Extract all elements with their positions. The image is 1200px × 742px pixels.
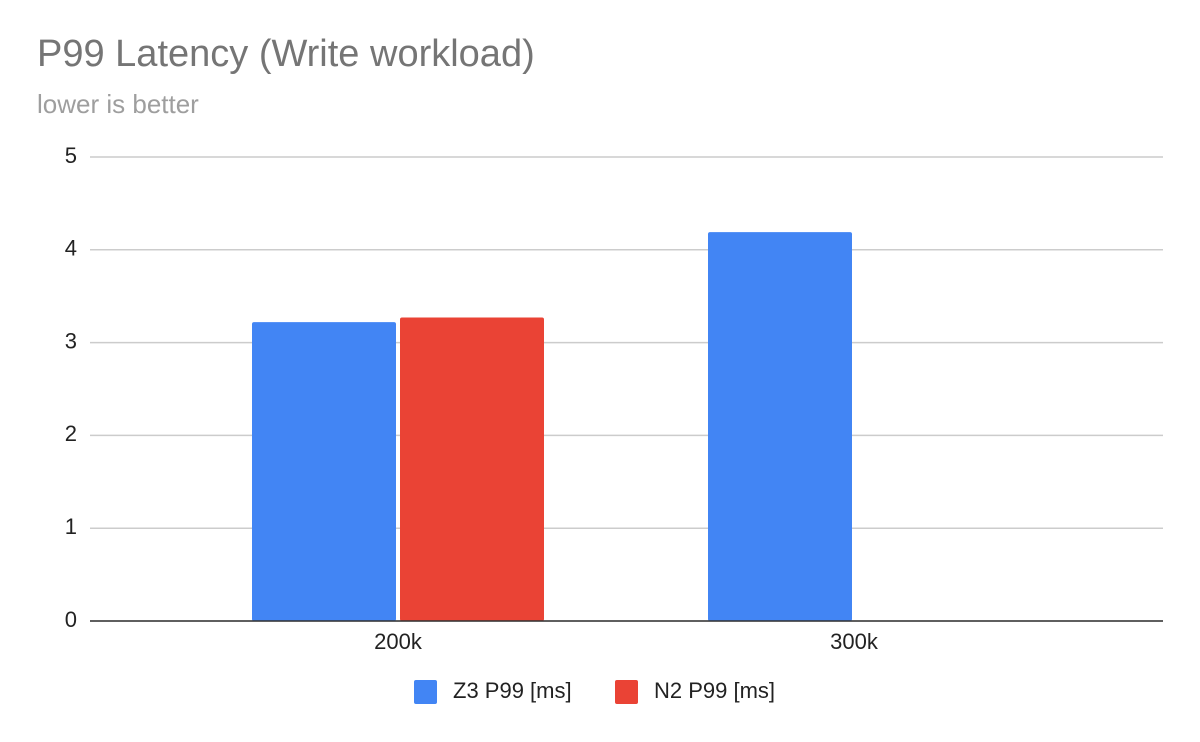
y-tick-label: 1 [65, 514, 77, 539]
legend-label: Z3 P99 [ms] [453, 678, 572, 703]
y-tick-label: 5 [65, 143, 77, 168]
legend-swatch [615, 680, 638, 704]
chart-subtitle: lower is better [37, 89, 199, 119]
y-tick-label: 3 [65, 328, 77, 353]
bar [400, 317, 544, 621]
bar [252, 322, 396, 621]
y-tick-label: 0 [65, 607, 77, 632]
y-tick-label: 2 [65, 421, 77, 446]
legend-label: N2 P99 [ms] [654, 678, 775, 703]
chart-title: P99 Latency (Write workload) [37, 33, 535, 75]
x-tick-label: 200k [374, 629, 423, 654]
y-tick-label: 4 [65, 236, 77, 261]
bar [708, 232, 852, 621]
x-tick-label: 300k [830, 629, 879, 654]
legend-swatch [414, 680, 437, 704]
